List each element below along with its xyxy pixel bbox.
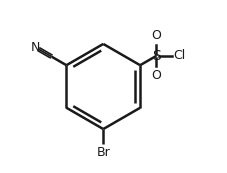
Text: O: O — [151, 29, 161, 42]
Text: S: S — [152, 49, 161, 63]
Text: Cl: Cl — [173, 49, 186, 62]
Text: Br: Br — [96, 146, 110, 159]
Text: N: N — [30, 41, 40, 54]
Text: O: O — [151, 70, 161, 83]
